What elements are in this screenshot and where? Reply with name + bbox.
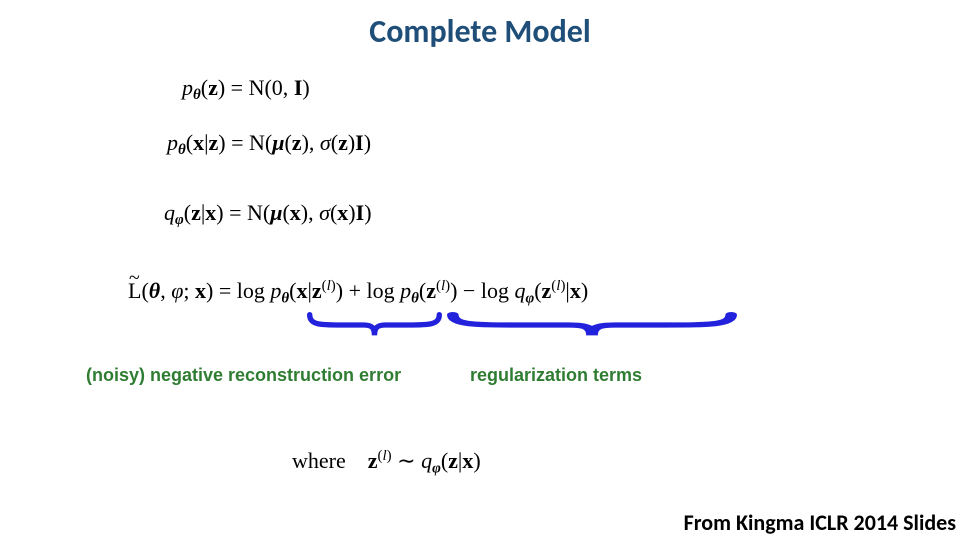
attribution: From Kingma ICLR 2014 Slides: [684, 509, 956, 536]
brace-reconstruction: [307, 312, 442, 338]
brace-regularization: [447, 312, 737, 338]
equation-encoder: qφ(z|x) = N(μ(x), σ(x)I): [164, 200, 372, 229]
equation-elbo: L(θ, φ; x) = log pθ(x|z(l)) + log pθ(z(l…: [128, 278, 588, 307]
label-reconstruction-error: (noisy) negative reconstruction error: [86, 365, 401, 386]
equation-prior: pθ(z) = N(0, I): [182, 75, 310, 104]
label-regularization-terms: regularization terms: [470, 365, 642, 386]
equation-where: where z(l) ∼ qφ(z|x): [292, 448, 481, 477]
page-title: Complete Model: [0, 12, 960, 51]
equation-decoder: pθ(x|z) = N(μ(z), σ(z)I): [167, 130, 371, 159]
